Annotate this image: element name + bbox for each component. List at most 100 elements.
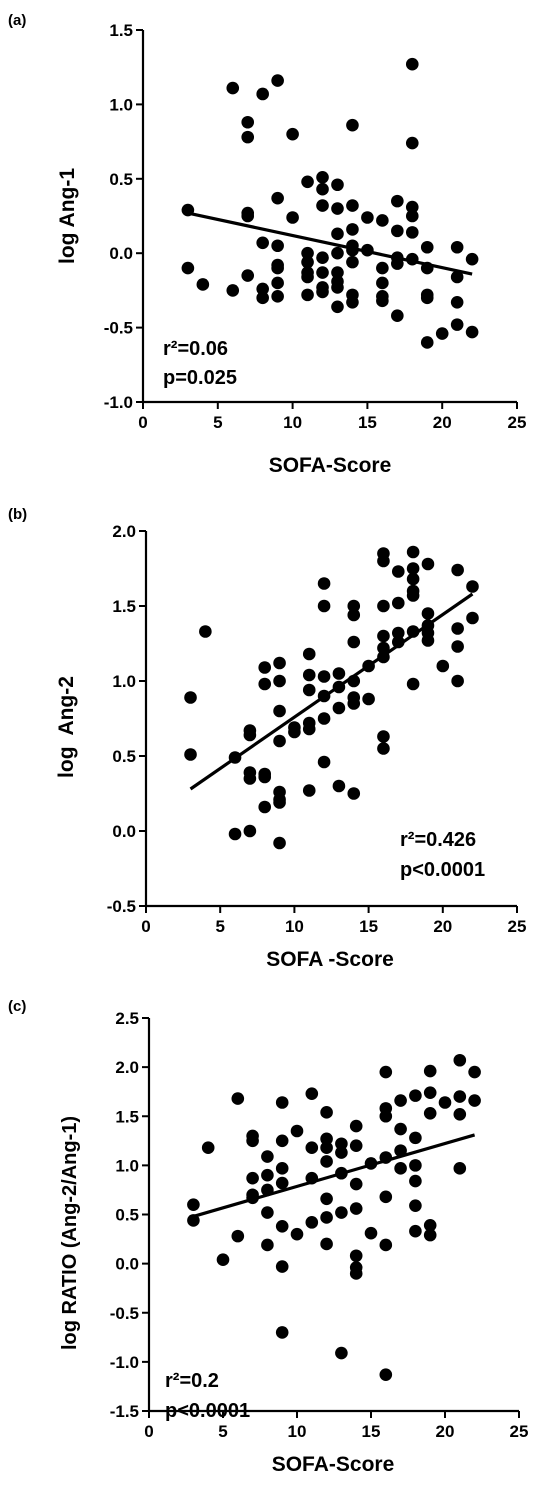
data-point	[391, 224, 404, 238]
data-point	[451, 622, 464, 635]
data-point	[346, 118, 359, 132]
data-point	[379, 1368, 393, 1381]
data-point	[275, 1326, 289, 1339]
data-point	[406, 562, 420, 575]
data-point	[273, 656, 286, 670]
y-tick-label: 0.0	[109, 244, 133, 263]
data-point	[349, 1119, 363, 1133]
data-point	[420, 240, 434, 254]
data-point	[273, 836, 286, 850]
y-tick-label: -1.0	[104, 393, 133, 412]
scatter-panel-c: (c) -1.5 -1.0 -0.5 0.0 0.5 1.0 1.5 2.0 2.5 0 5 10 15…	[0, 990, 539, 1485]
data-point	[301, 246, 314, 260]
data-point	[258, 770, 272, 784]
data-point	[301, 288, 314, 302]
data-point	[405, 57, 419, 71]
x-tick-label: 0	[141, 917, 150, 936]
data-point	[409, 1224, 422, 1238]
data-point	[409, 1199, 422, 1212]
data-point	[468, 1094, 481, 1107]
x-tick-label: 5	[213, 413, 222, 432]
data-point	[305, 1141, 319, 1154]
data-point	[421, 607, 435, 620]
data-point	[376, 261, 389, 275]
data-point	[436, 659, 450, 673]
data-point	[376, 276, 389, 290]
data-point	[231, 1229, 245, 1243]
data-point	[258, 677, 272, 691]
data-point	[450, 240, 464, 254]
data-point	[394, 1094, 407, 1107]
data-point	[305, 1087, 319, 1100]
data-point	[290, 1124, 304, 1138]
data-point	[331, 178, 344, 192]
data-point	[335, 1346, 348, 1360]
data-point	[246, 1171, 259, 1185]
x-tick-label: 20	[436, 1422, 455, 1441]
data-point	[453, 1107, 467, 1121]
data-point	[301, 175, 314, 189]
data-point	[453, 1090, 467, 1103]
data-point	[465, 252, 479, 266]
x-tick-label: 20	[433, 917, 452, 936]
data-point	[184, 691, 197, 704]
data-point	[453, 1162, 467, 1175]
scatter-panel-b: (b) -0.5 0.0 0.5 1.0 1.5 2.0 0 5 10 15 20 25 r²=0.4…	[0, 495, 539, 990]
data-point	[409, 1174, 422, 1188]
data-point	[271, 239, 284, 253]
scatter-panel-a: (a) -1.0 -0.5 0.0 0.5 1.0 1.5 0 5 10 15 20 25 r²=0.…	[0, 0, 539, 495]
data-point	[331, 202, 344, 215]
p-value-annotation: p<0.0001	[400, 859, 485, 881]
data-point	[317, 670, 331, 683]
data-point	[275, 1162, 289, 1175]
data-point	[275, 1176, 289, 1190]
x-axis-label: SOFA-Score	[269, 454, 392, 477]
data-point	[409, 1089, 422, 1102]
data-point	[275, 1260, 289, 1273]
data-point	[466, 580, 479, 593]
y-tick-label: 0.5	[115, 1206, 139, 1225]
data-point	[465, 325, 479, 339]
data-point	[379, 1238, 393, 1252]
y-tick-label: 1.0	[109, 95, 133, 114]
y-tick-label: 1.5	[115, 1107, 139, 1126]
data-point	[406, 589, 420, 602]
data-point	[377, 641, 390, 655]
data-point	[246, 1134, 259, 1148]
data-point	[316, 182, 329, 196]
data-point	[256, 291, 269, 305]
data-point	[243, 824, 257, 838]
data-point	[377, 554, 390, 568]
data-point	[377, 742, 390, 755]
data-point	[453, 1053, 467, 1067]
data-point	[377, 730, 390, 743]
data-point	[391, 635, 405, 649]
data-point	[228, 827, 242, 841]
data-point	[346, 296, 359, 309]
data-point	[349, 1139, 363, 1153]
data-point	[349, 1249, 363, 1263]
y-tick-label: 0.0	[112, 822, 136, 841]
data-point	[316, 285, 329, 299]
data-point	[405, 136, 419, 150]
data-point	[346, 199, 359, 212]
data-point	[256, 282, 269, 296]
panel-label: (c)	[8, 998, 26, 1015]
data-point	[450, 270, 464, 284]
data-point	[258, 800, 272, 814]
chart-c-svg: (c) -1.5 -1.0 -0.5 0.0 0.5 1.0 1.5 2.0 2.5 0 5 10 15…	[8, 998, 528, 1476]
p-value-annotation: p=0.025	[163, 367, 237, 389]
data-point	[466, 611, 479, 625]
data-point	[391, 596, 405, 610]
data-point	[450, 296, 464, 309]
data-point	[273, 704, 286, 718]
data-point	[435, 327, 449, 340]
regression-line	[192, 1133, 476, 1219]
data-point	[347, 787, 361, 800]
data-point	[184, 748, 197, 761]
data-point	[332, 667, 346, 680]
x-axis-label: SOFA -Score	[266, 948, 394, 971]
x-tick-label: 10	[288, 1422, 307, 1441]
y-tick-label: 1.5	[109, 21, 133, 40]
r-squared-annotation: r²=0.2	[165, 1370, 219, 1392]
